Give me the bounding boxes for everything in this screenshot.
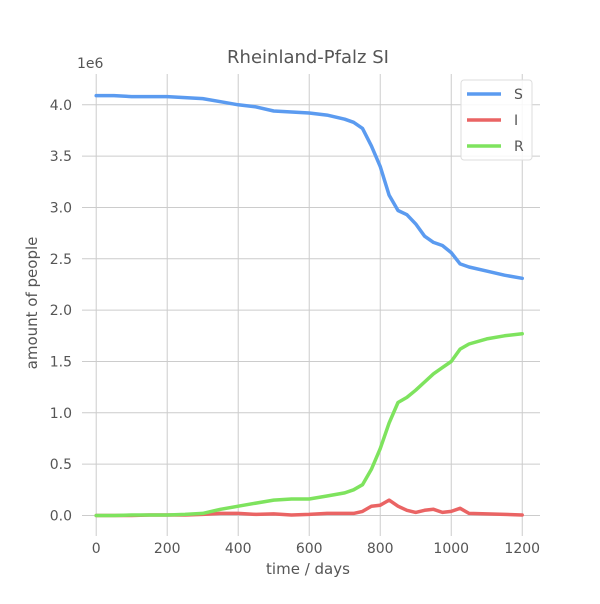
x-axis-title: time / days	[266, 560, 350, 578]
series-line-S	[94, 93, 524, 281]
x-tick-label: 1000	[433, 541, 469, 557]
y-tick-label: 2.5	[50, 252, 72, 268]
x-tick-label: 800	[367, 541, 394, 557]
x-tick-label: 600	[296, 541, 323, 557]
y-tick-label: 1.5	[50, 354, 72, 370]
y-tick-label: 1.0	[50, 406, 72, 422]
y-axis-ticks: 0.0 0.5 1.0 1.5 2.0 2.5 3.0 3.5 4.0	[50, 98, 72, 525]
y-axis-title: amount of people	[23, 237, 41, 370]
y-tick-label: 2.0	[50, 303, 72, 319]
y-tick-label: 0.5	[50, 457, 72, 473]
legend: SIR	[460, 79, 533, 161]
y-tick-label: 3.0	[50, 200, 72, 216]
x-tick-label: 1200	[504, 541, 540, 557]
y-axis-exponent-label: 1e6	[77, 56, 104, 72]
legend-label-I: I	[514, 113, 518, 129]
grid-lines	[82, 74, 540, 536]
x-tick-label: 200	[154, 541, 181, 557]
legend-label-R: R	[514, 139, 524, 155]
y-tick-label: 3.5	[50, 149, 72, 165]
chart-title: Rheinland-Pfalz SI	[227, 47, 389, 68]
x-tick-label: 0	[92, 541, 101, 557]
x-axis-ticks: 0 200 400 600 800 1000 1200	[92, 541, 540, 557]
y-tick-label: 0.0	[50, 508, 72, 524]
data-series	[94, 93, 524, 518]
series-line-R	[94, 331, 524, 518]
y-tick-label: 4.0	[50, 98, 72, 114]
x-tick-label: 400	[225, 541, 252, 557]
legend-label-S: S	[514, 87, 523, 103]
